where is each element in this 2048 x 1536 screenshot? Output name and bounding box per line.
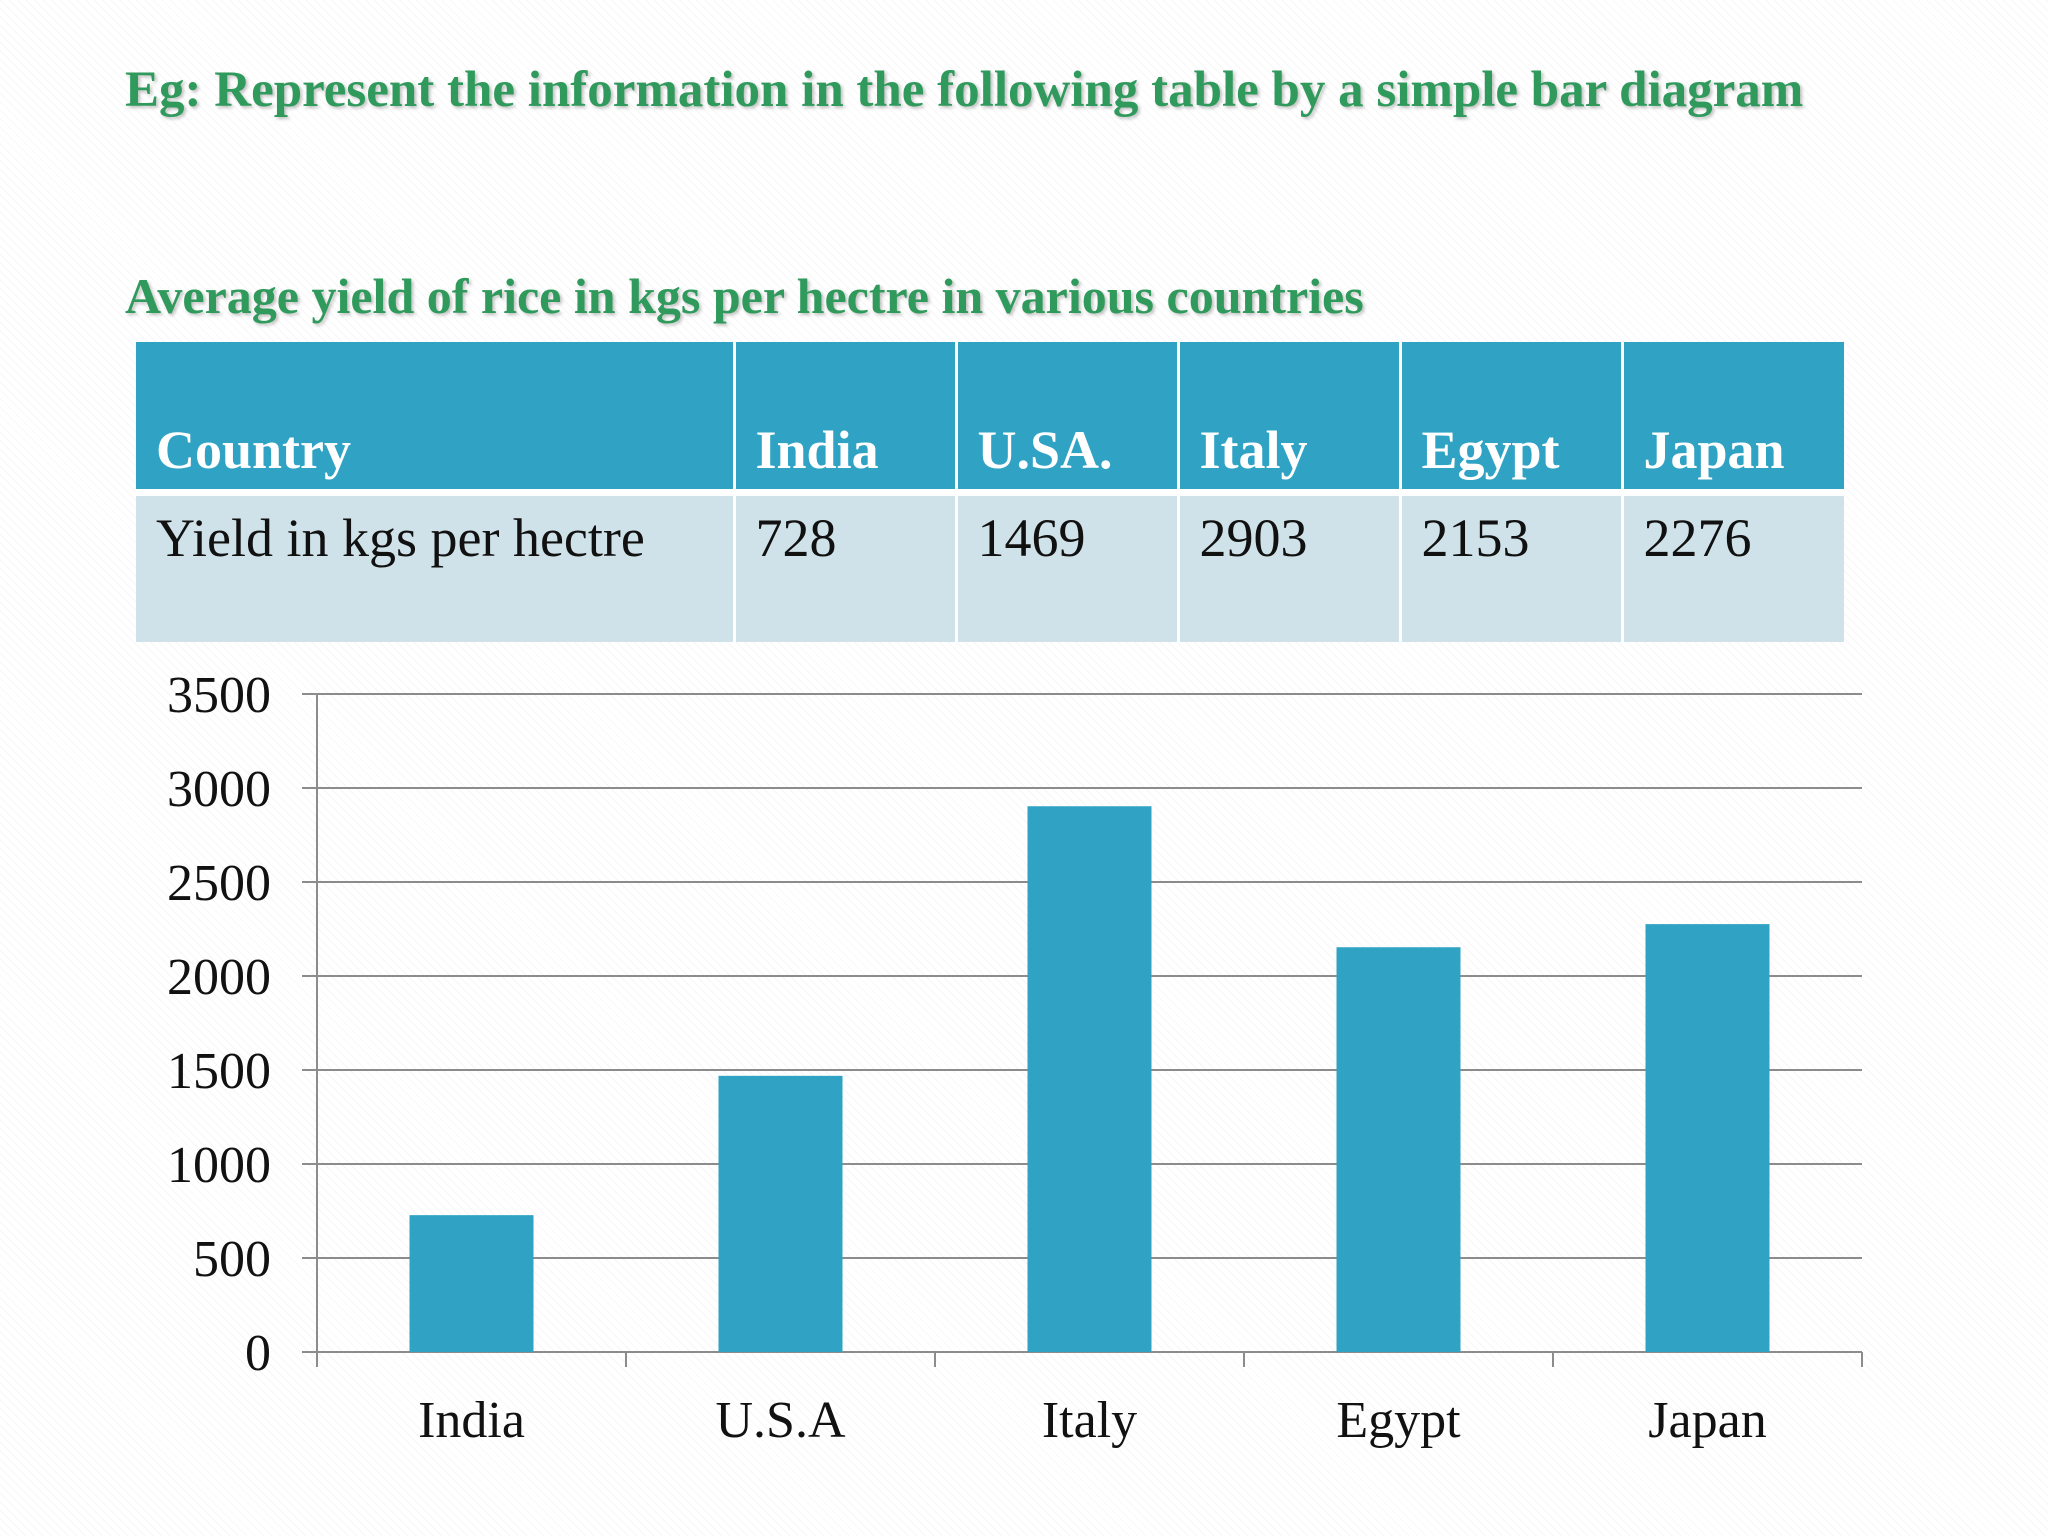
table-caption: Average yield of rice in kgs per hectre …: [125, 268, 1364, 324]
x-tick-label: Egypt: [1336, 1392, 1461, 1449]
slide-title: Eg: Represent the information in the fol…: [125, 62, 1804, 118]
table-header-cell: Japan: [1622, 342, 1844, 496]
y-tick-label: 2000: [167, 949, 271, 1006]
y-tick-label: 0: [245, 1325, 271, 1382]
bar: [1645, 924, 1770, 1352]
x-tick-label: Japan: [1648, 1392, 1766, 1449]
bar: [1027, 806, 1152, 1352]
table-cell: 2903: [1178, 492, 1402, 642]
y-tick-label: 1500: [167, 1043, 271, 1100]
y-tick-label: 3500: [167, 667, 271, 724]
table-cell: 1469: [956, 492, 1180, 642]
x-tick-label: U.S.A: [715, 1392, 845, 1449]
y-tick-label: 2500: [167, 855, 271, 912]
x-tick-label: Italy: [1042, 1392, 1137, 1449]
table-header-cell: India: [734, 342, 958, 496]
table-cell: 728: [734, 492, 958, 642]
table-header-cell: Italy: [1178, 342, 1402, 496]
table-header-cell: Country: [136, 342, 736, 496]
bar: [409, 1215, 534, 1352]
table-cell: 2276: [1622, 492, 1844, 642]
y-tick-label: 500: [193, 1231, 271, 1288]
bar: [718, 1075, 843, 1352]
table-cell: 2153: [1400, 492, 1624, 642]
table-header-row: Country India U.SA. Italy Egypt Japan: [136, 342, 1844, 496]
table-header-cell: Egypt: [1400, 342, 1624, 496]
table-header-cell: U.SA.: [956, 342, 1180, 496]
table-row: Yield in kgs per hectre 728 1469 2903 21…: [136, 492, 1844, 642]
x-tick-label: India: [418, 1392, 525, 1449]
table-cell: Yield in kgs per hectre: [136, 492, 736, 642]
yield-table: Country India U.SA. Italy Egypt Japan Yi…: [136, 342, 1844, 642]
y-tick-label: 1000: [167, 1137, 271, 1194]
y-tick-label: 3000: [167, 761, 271, 818]
bar: [1336, 947, 1461, 1352]
